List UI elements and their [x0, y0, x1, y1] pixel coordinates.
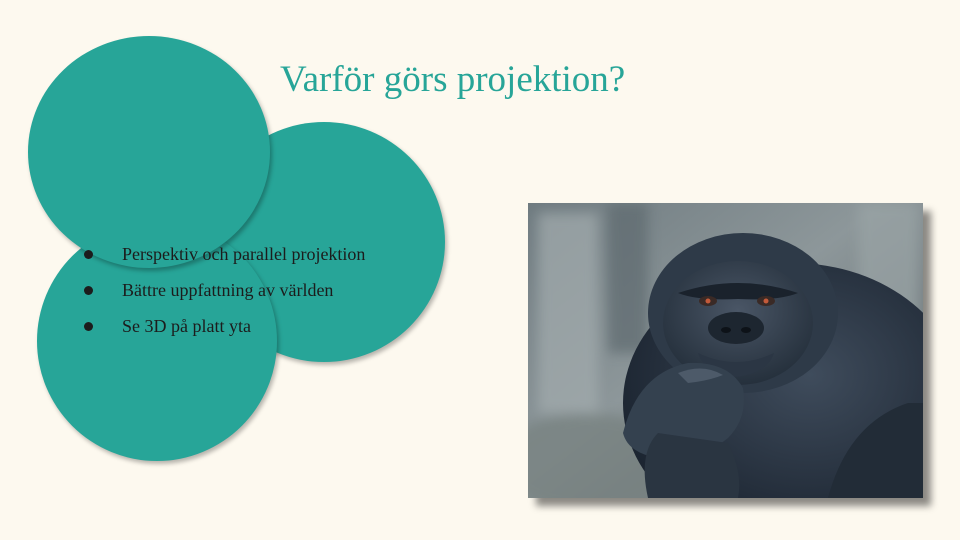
- bullet-item: Bättre uppfattning av världen: [82, 272, 365, 308]
- bullet-item: Se 3D på platt yta: [82, 308, 365, 344]
- bullet-item: Perspektiv och parallel projektion: [82, 236, 365, 272]
- bullet-dot-icon: [84, 322, 93, 331]
- gorilla-photo: [528, 203, 923, 498]
- slide-title: Varför görs projektion?: [280, 59, 626, 100]
- decorative-circle-top: [28, 36, 270, 268]
- bullet-list: Perspektiv och parallel projektion Bättr…: [82, 236, 365, 344]
- thinking-gorilla-icon: [528, 203, 923, 498]
- bullet-dot-icon: [84, 286, 93, 295]
- bullet-text: Perspektiv och parallel projektion: [122, 244, 366, 264]
- bullet-text: Se 3D på platt yta: [122, 316, 251, 336]
- bullet-dot-icon: [84, 250, 93, 259]
- bullet-text: Bättre uppfattning av världen: [122, 280, 334, 300]
